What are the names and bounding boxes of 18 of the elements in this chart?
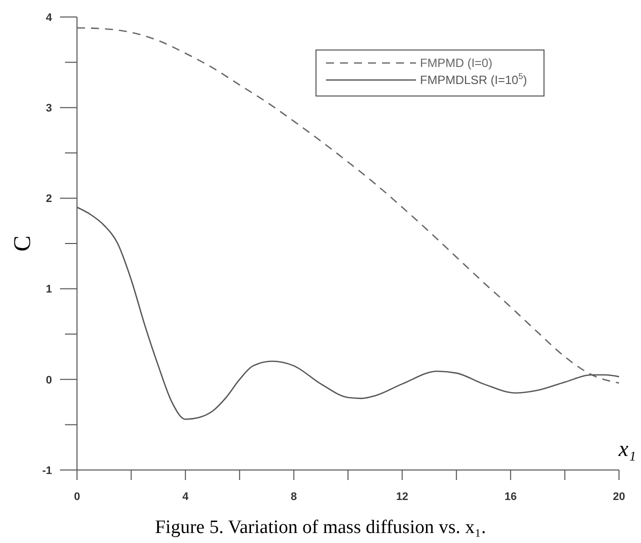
y-axis-title: C — [10, 235, 36, 252]
line-series — [76, 27, 620, 384]
caption: Figure 5. Variation of mass diffusion vs. x₁. — [154, 517, 486, 538]
x-tick-label: 20 — [612, 491, 626, 503]
y-tick-label: 3 — [46, 102, 52, 114]
x-tick-label: 12 — [396, 491, 408, 503]
y-tick-label: -1 — [42, 464, 52, 477]
y-tick-label: 4 — [46, 12, 53, 24]
y-tick-label: 0 — [46, 374, 52, 386]
y-tick-label: 1 — [46, 284, 52, 296]
x-tick-label: 16 — [504, 491, 517, 503]
x-tick-label: 8 — [290, 491, 297, 503]
text: FMPMD (I=0) — [420, 56, 492, 70]
text: FMPMDLSR (I=10$^{5}$) — [420, 71, 528, 88]
x-tick-label: 4 — [182, 491, 190, 503]
x-tick-label: 0 — [74, 491, 80, 503]
y-tick-label: 2 — [46, 193, 52, 206]
x-axis-title: x₁ — [618, 436, 636, 461]
